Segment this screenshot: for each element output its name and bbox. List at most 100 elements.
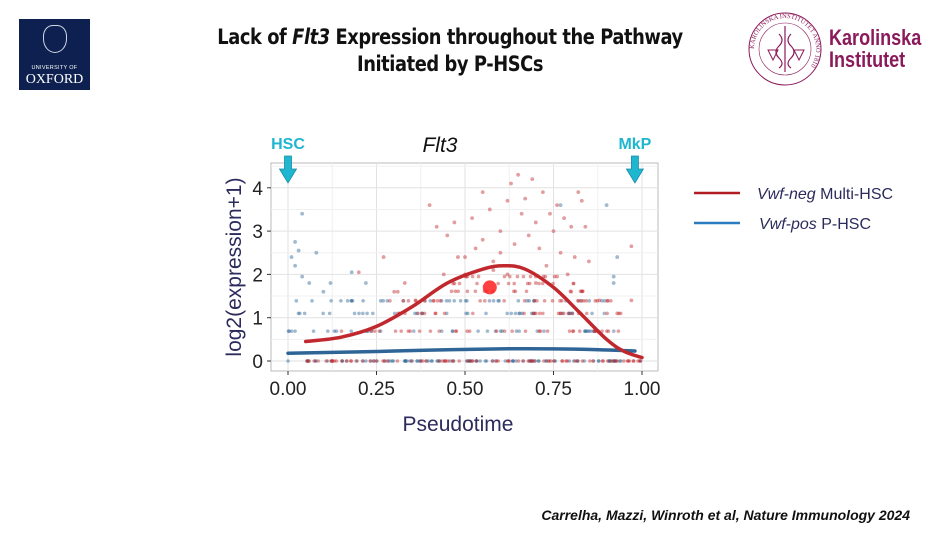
row-point (476, 274, 481, 279)
row-point (430, 359, 434, 363)
row-point (552, 274, 557, 279)
chart-title: Flt3 (422, 134, 457, 157)
row-point (410, 359, 414, 363)
row-point (415, 311, 419, 316)
row-point (424, 359, 428, 363)
scatter-point (293, 240, 297, 244)
row-point (552, 359, 557, 363)
row-point (529, 359, 534, 363)
row-point (296, 311, 301, 316)
row-point (467, 359, 472, 363)
row-point (324, 359, 329, 363)
row-point (614, 359, 619, 363)
row-point (532, 299, 537, 303)
annotation-label: MkP (618, 136, 651, 153)
row-point (450, 329, 455, 333)
row-point (350, 299, 355, 303)
row-point (365, 311, 369, 316)
row-point (361, 299, 365, 303)
row-point (417, 329, 422, 333)
row-point (307, 359, 311, 363)
row-point (537, 329, 542, 333)
row-point (377, 329, 382, 333)
row-point (470, 311, 475, 316)
row-point (498, 329, 503, 333)
scatter-point (533, 281, 538, 285)
row-point (436, 359, 440, 363)
scatter-point (293, 263, 297, 268)
row-point (439, 299, 444, 303)
row-point (311, 329, 316, 333)
scatter-point (480, 237, 485, 242)
row-point (566, 311, 571, 316)
row-point (355, 359, 359, 363)
row-point (605, 299, 610, 303)
row-point (529, 311, 534, 316)
row-point (305, 359, 310, 363)
row-point (313, 359, 318, 363)
row-point (449, 289, 454, 294)
row-point (564, 359, 568, 363)
row-point (601, 359, 605, 363)
row-point (476, 329, 480, 333)
row-point (450, 359, 455, 363)
row-point (415, 359, 419, 363)
row-point (332, 359, 337, 363)
row-point (536, 359, 541, 363)
row-point (526, 359, 531, 363)
scatter-point (597, 298, 602, 303)
row-point (560, 359, 565, 363)
row-point (520, 311, 524, 316)
row-point (545, 329, 550, 333)
row-point (454, 329, 459, 333)
title-text: Expression throughout the Pathway (329, 25, 684, 49)
row-point (510, 329, 514, 333)
row-point (579, 299, 584, 303)
row-point (392, 311, 397, 316)
row-point (571, 329, 576, 333)
row-point (511, 359, 515, 363)
scatter-points (289, 172, 634, 316)
row-point (638, 359, 642, 363)
row-point (305, 359, 309, 363)
scatter-point (548, 211, 552, 216)
row-point (446, 359, 450, 363)
scatter-point (615, 311, 620, 316)
row-point (578, 299, 583, 303)
row-point (406, 329, 411, 333)
row-point (490, 359, 495, 363)
row-point (448, 359, 452, 363)
row-point (534, 311, 538, 316)
row-point (525, 281, 530, 286)
row-point (617, 311, 621, 316)
scatter-point (402, 281, 407, 285)
annotation-label: HSC (271, 136, 305, 153)
row-point (330, 359, 334, 363)
row-point (496, 281, 500, 286)
y-tick-label: 1 (252, 309, 263, 330)
row-point (313, 359, 318, 363)
row-point (586, 329, 591, 333)
row-point (580, 289, 585, 294)
row-point (452, 281, 457, 286)
row-point (456, 289, 460, 294)
row-point (312, 359, 316, 363)
row-point (518, 311, 522, 316)
legend-entry-vwf-neg: Vwf-neg Multi-HSC (757, 186, 893, 203)
row-point (587, 299, 592, 303)
row-point (553, 359, 558, 363)
scatter-point (615, 255, 620, 259)
row-point (609, 299, 613, 303)
row-point (580, 359, 585, 363)
row-point (506, 281, 511, 286)
ki-line1: Karolinska (829, 25, 922, 50)
row-point (535, 299, 539, 303)
row-point (530, 359, 535, 363)
row-point (484, 311, 488, 316)
scatter-point (516, 172, 520, 177)
row-point (582, 329, 587, 333)
row-point (442, 359, 447, 363)
row-point (468, 359, 473, 363)
title-gene: Flt3 (292, 25, 330, 49)
scatter-point (441, 272, 446, 277)
